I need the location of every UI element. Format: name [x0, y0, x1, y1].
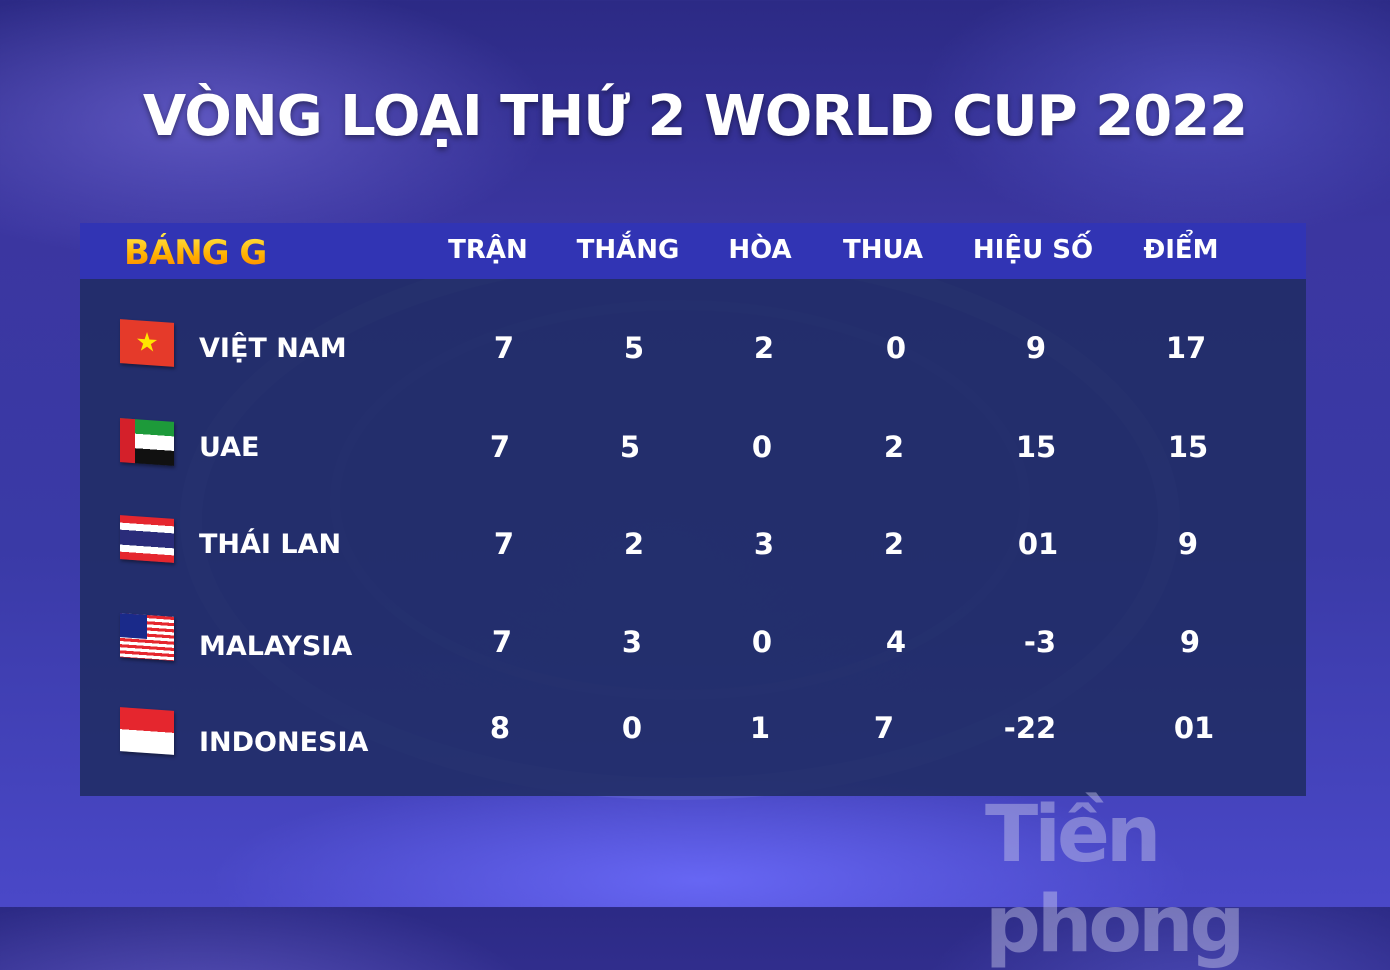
lost: 4: [885, 625, 907, 659]
header-points: ĐIỂM: [1143, 235, 1219, 265]
drawn: 3: [753, 527, 775, 561]
played: 7: [489, 430, 511, 464]
header-drawn: HÒA: [728, 235, 792, 265]
drawn: 1: [749, 711, 771, 745]
table-row: ★ VIỆT NAM 7 5 2 0 9 17: [80, 319, 1306, 381]
team-name: THÁI LAN: [199, 529, 342, 560]
lost: 7: [873, 711, 895, 745]
goal-diff: -3: [1023, 625, 1057, 659]
header-won: THẮNG: [576, 235, 680, 265]
uae-flag-icon: [120, 418, 174, 466]
table-row: UAE 7 5 0 2 15 15: [80, 418, 1306, 480]
header-played: TRẬN: [448, 235, 528, 265]
played: 7: [491, 625, 513, 659]
team-name: MALAYSIA: [199, 631, 353, 662]
points: 15: [1167, 430, 1209, 464]
table-row: MALAYSIA 7 3 0 4 -3 9: [80, 613, 1306, 675]
table-row: INDONESIA 8 0 1 7 -22 01: [80, 707, 1306, 769]
points: 17: [1165, 331, 1207, 365]
points: 9: [1179, 625, 1201, 659]
group-label: BẢNG G: [124, 233, 267, 273]
played: 8: [489, 711, 511, 745]
won: 3: [621, 625, 643, 659]
goal-diff: 01: [1017, 527, 1059, 561]
drawn: 0: [751, 625, 773, 659]
header-lost: THUA: [843, 235, 923, 265]
team-name: INDONESIA: [199, 727, 369, 758]
goal-diff: 9: [1025, 331, 1047, 365]
page-title: VÒNG LOẠI THỨ 2 WORLD CUP 2022: [142, 84, 1248, 149]
vietnam-flag-icon: ★: [120, 319, 174, 367]
team-name: UAE: [199, 432, 260, 463]
won: 0: [621, 711, 643, 745]
lost: 2: [883, 527, 905, 561]
team-name: VIỆT NAM: [199, 333, 347, 364]
indonesia-flag-icon: [120, 707, 174, 755]
tienphong-watermark: Tiền phong: [985, 790, 1245, 970]
standings-table: BẢNG G TRẬN THẮNG HÒA THUA HIỆU SỐ ĐIỂM …: [80, 223, 1306, 796]
lost: 2: [883, 430, 905, 464]
won: 2: [623, 527, 645, 561]
thailand-flag-icon: [120, 515, 174, 563]
drawn: 2: [753, 331, 775, 365]
points: 9: [1177, 527, 1199, 561]
drawn: 0: [751, 430, 773, 464]
goal-diff: -22: [1003, 711, 1057, 745]
header-goal-diff: HIỆU SỐ: [972, 235, 1094, 265]
won: 5: [619, 430, 641, 464]
lost: 0: [885, 331, 907, 365]
won: 5: [623, 331, 645, 365]
played: 7: [493, 527, 515, 561]
table-header: BẢNG G TRẬN THẮNG HÒA THUA HIỆU SỐ ĐIỂM: [80, 223, 1306, 279]
played: 7: [493, 331, 515, 365]
malaysia-flag-icon: [120, 613, 174, 661]
points: 01: [1173, 711, 1215, 745]
table-row: THÁI LAN 7 2 3 2 01 9: [80, 515, 1306, 577]
table-body: ★ VIỆT NAM 7 5 2 0 9 17 UAE 7 5 0 2 15 1…: [80, 279, 1306, 796]
goal-diff: 15: [1015, 430, 1057, 464]
